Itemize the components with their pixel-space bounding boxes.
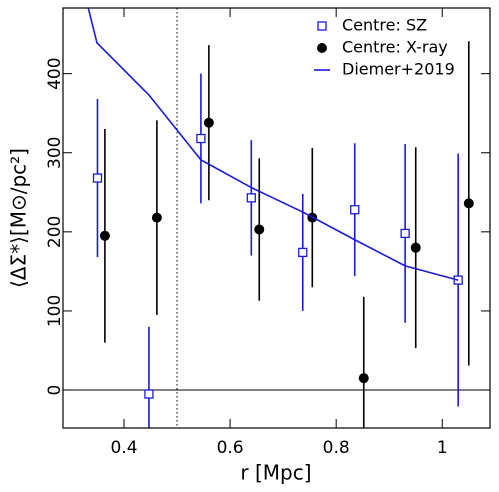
y-tick-label: 100 — [45, 295, 65, 327]
x-tick-label: 0.4 — [110, 438, 137, 458]
legend-label: Centre: SZ — [342, 16, 427, 35]
y-tick-label: 400 — [45, 57, 65, 89]
marker — [99, 230, 110, 241]
marker — [400, 228, 410, 239]
marker — [144, 389, 154, 399]
legend-label: Centre: X-ray — [342, 38, 448, 57]
marker — [410, 242, 421, 253]
marker — [254, 224, 265, 235]
marker — [298, 247, 308, 258]
x-tick-label: 0.6 — [217, 438, 244, 458]
marker — [350, 205, 360, 215]
x-axis-label: r [Mpc] — [240, 461, 311, 485]
marker — [196, 133, 206, 144]
marker — [92, 173, 103, 183]
y-tick-label: 0 — [45, 385, 65, 396]
plot-area — [63, 8, 490, 428]
line — [87, 8, 459, 281]
marker — [246, 193, 256, 203]
y-tick-label: 200 — [45, 216, 65, 248]
legend-label: Diemer+2019 — [342, 60, 455, 79]
plot-frame — [62, 7, 491, 429]
marker — [203, 117, 214, 128]
marker — [151, 212, 162, 223]
y-tick-label: 300 — [45, 137, 65, 169]
marker — [358, 373, 369, 384]
marker — [463, 198, 474, 209]
y-axis-label: ⟨ΔΣ*⟩[M⊙/pc²] — [7, 148, 31, 288]
x-tick-label: 1 — [437, 438, 448, 458]
x-tick-label: 0.8 — [323, 438, 350, 458]
legend-swatch — [317, 21, 327, 31]
legend-swatch — [317, 43, 327, 53]
